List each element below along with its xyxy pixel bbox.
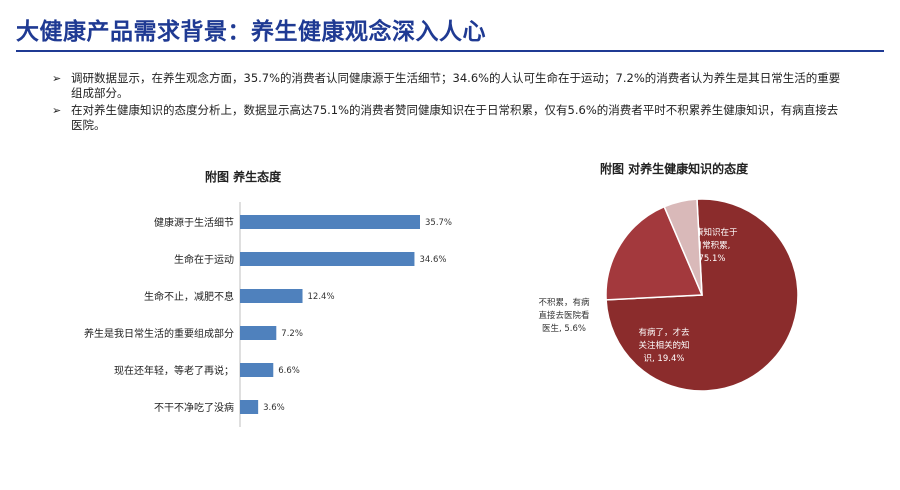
bullet-text: 调研数据显示，在养生观念方面，35.7%的消费者认同健康源于生活细节；34.6%… [71,71,841,100]
bar-category-label: 不干不净吃了没病 [154,401,234,414]
bar-value-label: 3.6% [263,403,285,413]
pie-chart: 健康知识在于日常积累, 75.1% 有病了，才去关注相关的知识, 19.4% 不积累，… [538,198,799,392]
pie-slice-label: 不积累，有病直接去医院看医生, 5.6% [538,297,590,334]
pie-slice [663,198,703,296]
page-title: 大健康产品需求背景：养生健康观念深入人心 [16,19,486,45]
arrow-bullet-icon: ➢ [52,72,62,85]
bar-category-label: 健康源于生活细节 [154,216,234,229]
bar-mark [240,326,277,340]
pie-slice [605,205,704,301]
bar-category-label: 生命在于运动 [174,253,234,266]
bullet-text: 在对养生健康知识的态度分析上，数据显示高达75.1%的消费者赞同健康知识在于日常… [71,103,839,132]
bar-mark [240,252,415,266]
bar-value-label: 34.6% [419,255,446,265]
bullet-list: ➢ 调研数据显示，在养生观念方面，35.7%的消费者认同健康源于生活细节；34.… [52,71,842,135]
bar-value-label: 6.6% [278,366,300,376]
bar-value-label: 7.2% [281,329,303,339]
bar-chart: 健康源于生活细节 35.7% 生命在于运动 34.6% 生命不止，减肥不息 12.4% 养生… [84,202,452,427]
bar-category-label: 养生是我日常生活的重要组成部分 [84,327,234,340]
bar-mark [240,400,259,414]
title-divider [16,50,884,52]
pie-slice-label: 有病了，才去关注相关的知识, 19.4% [638,327,690,364]
bullet-item: ➢ 调研数据显示，在养生观念方面，35.7%的消费者认同健康源于生活细节；34.… [52,71,842,101]
pie-slice-label: 健康知识在于日常积累, 75.1% [686,227,738,264]
bar-value-label: 12.4% [308,292,335,302]
bar-value-label: 35.7% [425,218,452,228]
bar-category-label: 生命不止，减肥不息 [144,290,234,303]
bar-mark [240,289,303,303]
bar-mark [240,215,420,229]
bar-chart-title: 附图 养生态度 [205,170,282,184]
bar-mark [240,363,274,377]
bar-category-label: 现在还年轻，等老了再说； [114,364,234,377]
arrow-bullet-icon: ➢ [52,104,62,117]
pie-chart-title: 附图 对养生健康知识的态度 [600,162,749,176]
bullet-item: ➢ 在对养生健康知识的态度分析上，数据显示高达75.1%的消费者赞同健康知识在于… [52,103,842,133]
